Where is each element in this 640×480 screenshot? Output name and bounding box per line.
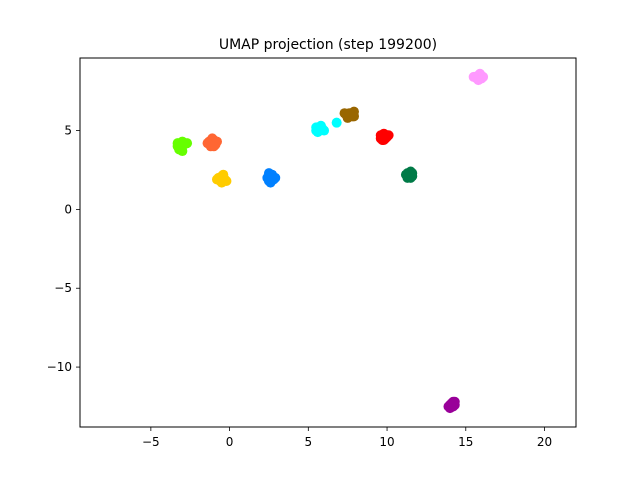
y-axis: 5 0 −5 −10: [47, 124, 80, 374]
scatter-point: [448, 401, 459, 412]
scatter-point: [216, 177, 227, 188]
x-axis: −5 0 5 10 15 20: [142, 427, 552, 449]
scatter-point: [208, 141, 219, 152]
cluster-7: [375, 128, 394, 145]
x-tick-label: 0: [226, 435, 234, 449]
y-tick-label: 5: [64, 124, 72, 138]
cluster-3: [211, 169, 232, 188]
scatter-point: [314, 125, 325, 136]
scatter-point: [177, 136, 188, 147]
x-tick-label: −5: [142, 435, 160, 449]
cluster-9: [468, 68, 489, 86]
chart-title: UMAP projection (step 199200): [219, 37, 437, 53]
scatter-point: [348, 111, 359, 122]
scatter-point: [378, 135, 389, 145]
scatter-point: [331, 117, 342, 128]
plot-area-frame: [79, 57, 577, 428]
x-tick-label: 5: [304, 435, 312, 449]
cluster-4: [262, 168, 281, 188]
scatter-point: [405, 172, 416, 183]
cluster-10: [443, 396, 460, 414]
y-tick-label: −5: [54, 281, 72, 295]
y-tick-label: −10: [47, 360, 72, 374]
y-tick-label: 0: [64, 202, 72, 216]
cluster-5: [311, 117, 342, 138]
cluster-8: [400, 166, 418, 183]
scatter-point: [339, 108, 350, 119]
x-tick-label: 10: [379, 435, 394, 449]
x-tick-label: 15: [458, 435, 473, 449]
cluster-1: [172, 136, 193, 157]
x-tick-label: 20: [537, 435, 552, 449]
cluster-6: [339, 106, 359, 123]
cluster-2: [202, 133, 222, 152]
points-layer: [172, 68, 489, 414]
scatter-point: [265, 177, 276, 188]
scatter-point: [473, 75, 484, 86]
